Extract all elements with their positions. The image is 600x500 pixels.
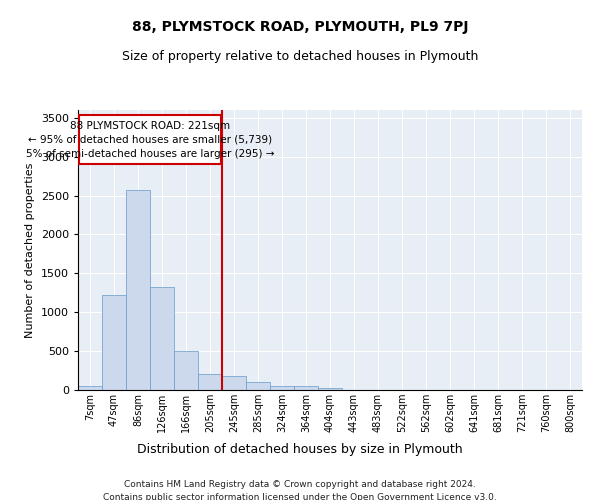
- Text: Distribution of detached houses by size in Plymouth: Distribution of detached houses by size …: [137, 442, 463, 456]
- Bar: [270, 386, 294, 390]
- Y-axis label: Number of detached properties: Number of detached properties: [25, 162, 35, 338]
- Bar: [78, 386, 102, 390]
- Bar: [150, 286, 174, 390]
- Text: Contains public sector information licensed under the Open Government Licence v3: Contains public sector information licen…: [103, 492, 497, 500]
- Bar: [294, 386, 318, 390]
- Bar: [198, 374, 222, 390]
- Bar: [222, 376, 246, 390]
- FancyBboxPatch shape: [79, 116, 221, 164]
- Bar: [102, 295, 126, 390]
- Bar: [318, 388, 342, 390]
- Bar: [174, 351, 198, 390]
- Text: Contains HM Land Registry data © Crown copyright and database right 2024.: Contains HM Land Registry data © Crown c…: [124, 480, 476, 489]
- Text: 88 PLYMSTOCK ROAD: 221sqm
← 95% of detached houses are smaller (5,739)
5% of sem: 88 PLYMSTOCK ROAD: 221sqm ← 95% of detac…: [26, 121, 274, 159]
- Text: 88, PLYMSTOCK ROAD, PLYMOUTH, PL9 7PJ: 88, PLYMSTOCK ROAD, PLYMOUTH, PL9 7PJ: [132, 20, 468, 34]
- Bar: [126, 190, 150, 390]
- Text: Size of property relative to detached houses in Plymouth: Size of property relative to detached ho…: [122, 50, 478, 63]
- Bar: [246, 382, 270, 390]
